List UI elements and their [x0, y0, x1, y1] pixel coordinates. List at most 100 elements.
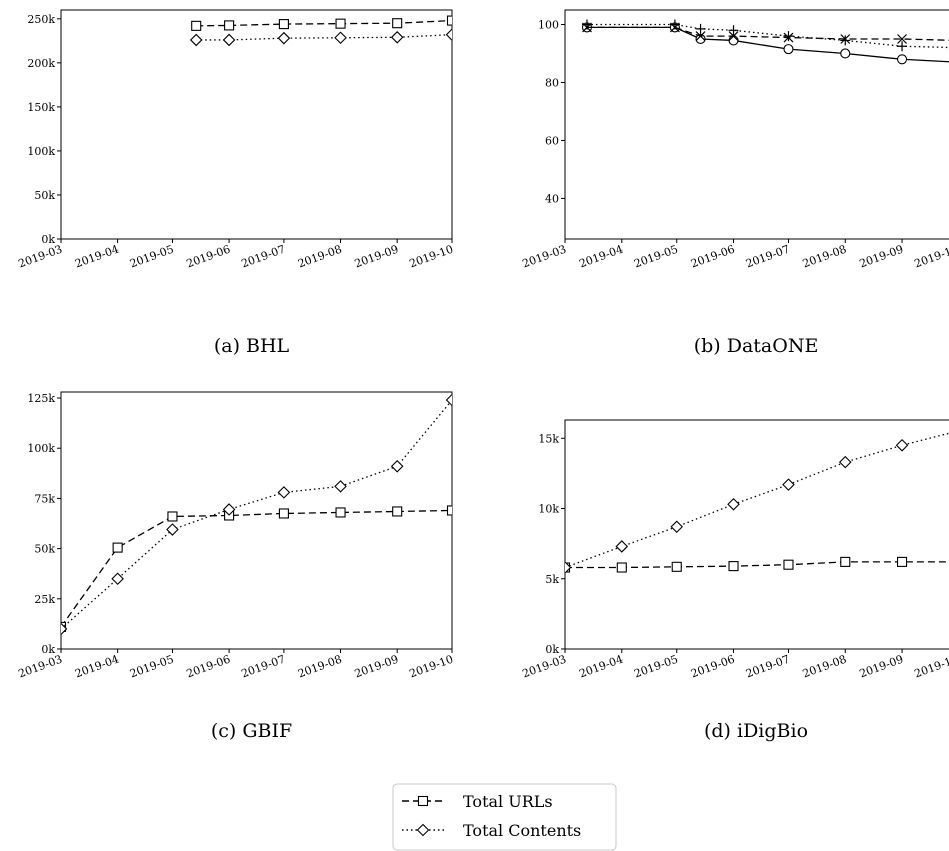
data-point-0 — [392, 506, 403, 517]
data-point-0 — [392, 18, 403, 29]
x-tick-label: 2019-05 — [632, 653, 679, 681]
data-point-0 — [728, 35, 739, 46]
legend: Total URLs Total Contents — [392, 783, 617, 851]
data-point-1 — [565, 561, 572, 574]
data-point-0 — [167, 511, 178, 522]
legend-box — [392, 783, 617, 851]
x-tick-label: 2019-09 — [353, 653, 400, 681]
y-tick-label: 100k — [27, 442, 55, 455]
y-tick-label: 80 — [545, 76, 559, 89]
y-tick-label: 25k — [34, 593, 55, 606]
x-tick-label: 2019-03 — [17, 243, 64, 271]
data-point-0 — [224, 20, 235, 31]
x-tick-label: 2019-07 — [744, 243, 791, 271]
data-point-0 — [278, 508, 289, 519]
x-tick-label: 2019-06 — [185, 243, 232, 271]
data-point-1 — [728, 31, 739, 42]
axes-frame — [60, 9, 453, 240]
data-point-0 — [896, 556, 908, 567]
legend-marker-1 — [416, 823, 430, 837]
axes-frame — [564, 9, 949, 240]
data-point-1 — [111, 572, 124, 586]
panel-caption: (b) DataONE — [694, 335, 819, 357]
x-tick-label: 2019-10 — [913, 653, 949, 681]
x-tick-label: 2019-04 — [577, 243, 624, 271]
legend-label-0: Total URLs — [463, 792, 553, 811]
x-tick-label: 2019-03 — [521, 653, 568, 681]
y-tick-label: 50k — [34, 543, 55, 556]
y-tick-label: 100 — [538, 18, 559, 31]
data-point-1 — [782, 478, 795, 491]
data-point-0 — [446, 505, 452, 516]
x-tick-label: 2019-06 — [185, 653, 232, 681]
x-tick-label: 2019-08 — [296, 653, 343, 681]
x-tick-label: 2019-08 — [296, 243, 343, 271]
data-point-0 — [671, 561, 682, 572]
x-tick-label: 2019-08 — [801, 243, 848, 271]
x-tick-label: 2019-06 — [689, 653, 736, 681]
data-point-1 — [615, 540, 629, 553]
x-tick-label: 2019-04 — [73, 653, 120, 681]
chart-gbif: 0k 25k 50k 75k 100k 125k 2019-03 2019-04 2019-05… — [17, 391, 455, 742]
x-tick-label: 2019-10 — [408, 653, 455, 681]
x-tick-label: 2019-10 — [408, 243, 455, 271]
axes-frame — [564, 419, 949, 650]
data-point-1 — [445, 28, 452, 41]
x-tick-label: 2019-07 — [240, 653, 287, 681]
y-tick-label: 40 — [545, 192, 559, 205]
data-point-0 — [616, 562, 627, 573]
data-point-2 — [897, 41, 908, 52]
chart-bhl: 0k 50k 100k 150k 200k 250k 2019-03 2019-04 2019-… — [17, 9, 455, 357]
data-point-1 — [222, 503, 236, 516]
x-tick-label: 2019-10 — [913, 243, 949, 271]
x-tick-label: 2019-07 — [744, 653, 791, 681]
data-point-0 — [278, 19, 289, 30]
y-tick-label: 150k — [27, 101, 55, 114]
data-point-1 — [277, 31, 291, 45]
data-point-0 — [695, 33, 706, 45]
x-tick-label: 2019-09 — [858, 243, 905, 271]
data-point-2 — [695, 23, 706, 34]
series-group — [189, 15, 452, 47]
x-tick-label: 2019-03 — [17, 653, 64, 681]
data-point-1 — [838, 455, 852, 469]
data-point-1 — [727, 498, 740, 511]
data-point-0 — [191, 20, 202, 31]
x-tick-label: 2019-05 — [128, 243, 175, 271]
legend-label-1: Total Contents — [463, 821, 581, 840]
data-point-0 — [840, 556, 851, 567]
y-tick-label: 5k — [545, 573, 559, 586]
data-point-1 — [445, 393, 452, 407]
data-point-0 — [783, 559, 794, 570]
series-line-1 — [586, 26, 949, 41]
series-line-0 — [61, 509, 452, 628]
chart-idigbio: 0k 5k 10k 15k 2019-03 2019-04 2019-05 2019-06 20… — [521, 419, 949, 742]
panel-caption: (d) iDigBio — [704, 720, 808, 742]
y-tick-label: 0k — [41, 233, 55, 246]
x-tick-label: 2019-05 — [128, 653, 175, 681]
data-point-0 — [896, 54, 908, 65]
data-point-1 — [277, 486, 291, 499]
series-line-0 — [586, 26, 949, 63]
panel-caption: (a) BHL — [214, 335, 290, 357]
data-point-1 — [897, 34, 907, 44]
y-tick-label: 0k — [545, 643, 559, 656]
data-point-2 — [728, 25, 739, 36]
series-group — [565, 432, 949, 574]
data-point-1 — [895, 439, 909, 452]
y-tick-label: 60 — [545, 134, 559, 147]
data-point-0 — [335, 18, 346, 29]
x-tick-label: 2019-08 — [801, 653, 848, 681]
y-tick-label: 15k — [538, 432, 559, 445]
data-point-1 — [166, 523, 179, 536]
y-tick-label: 200k — [27, 57, 55, 70]
series-line-1 — [61, 399, 452, 630]
legend-marker-0 — [417, 795, 429, 807]
x-tick-label: 2019-07 — [240, 243, 287, 271]
data-point-0 — [112, 542, 123, 553]
x-tick-label: 2019-04 — [577, 653, 624, 681]
y-tick-label: 50k — [34, 189, 55, 202]
y-tick-label: 10k — [538, 503, 559, 516]
x-tick-label: 2019-09 — [353, 243, 400, 271]
